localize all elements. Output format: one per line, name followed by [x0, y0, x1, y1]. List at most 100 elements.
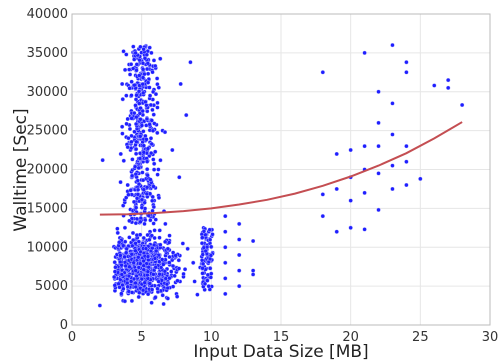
data-point — [129, 133, 134, 139]
x-tick-label: 25 — [412, 330, 429, 345]
data-point — [202, 281, 208, 286]
data-point — [143, 217, 148, 223]
data-point — [200, 252, 205, 257]
data-point — [138, 44, 143, 50]
y-tick-label: 15000 — [27, 201, 68, 216]
data-point — [178, 81, 183, 87]
y-axis-label: Walltime [Sec] — [11, 108, 31, 231]
data-point — [151, 272, 156, 277]
data-point — [141, 267, 146, 272]
data-point — [172, 273, 177, 278]
data-point — [162, 269, 168, 274]
data-point — [459, 102, 465, 108]
data-point — [143, 246, 149, 251]
data-point — [140, 108, 145, 114]
data-point — [185, 246, 190, 251]
data-point — [176, 266, 182, 271]
data-point — [115, 230, 120, 236]
data-point — [125, 284, 130, 289]
data-point — [207, 256, 213, 262]
data-point — [446, 77, 451, 83]
data-point — [404, 60, 409, 65]
data-point — [156, 279, 161, 284]
data-point — [160, 293, 165, 298]
data-point — [121, 158, 126, 163]
data-point — [120, 81, 125, 87]
data-point — [137, 101, 142, 106]
data-point — [129, 173, 135, 178]
data-point — [120, 97, 125, 102]
data-point — [145, 291, 151, 297]
data-point — [237, 237, 242, 242]
y-tick-label: 10000 — [27, 240, 68, 255]
data-point — [112, 283, 117, 288]
data-point — [141, 47, 146, 52]
data-point — [124, 250, 129, 255]
data-point — [135, 187, 141, 192]
data-point — [348, 198, 353, 203]
data-point — [176, 258, 181, 263]
data-point — [147, 281, 152, 286]
data-point — [191, 260, 196, 265]
data-point — [134, 273, 139, 279]
data-point — [156, 85, 161, 90]
data-point — [163, 221, 168, 227]
data-point — [131, 237, 136, 243]
data-point — [112, 274, 117, 280]
data-point — [118, 151, 123, 157]
data-point — [122, 67, 128, 73]
data-point — [390, 42, 395, 48]
data-point — [124, 195, 129, 200]
data-point — [124, 121, 129, 127]
data-point — [145, 167, 150, 172]
data-point — [153, 92, 159, 97]
y-tick-label: 25000 — [27, 124, 68, 139]
data-point — [140, 178, 146, 183]
data-point — [223, 260, 228, 265]
data-point — [156, 195, 162, 200]
data-point — [122, 225, 128, 230]
x-tick-label: 30 — [482, 330, 499, 345]
data-point — [151, 167, 157, 172]
data-point — [163, 276, 168, 281]
data-point — [205, 278, 210, 283]
data-point — [154, 76, 160, 81]
data-point — [113, 265, 118, 270]
y-tick-labels: 0 5000 10000 15000 20000 25000 30000 35000 40000 — [27, 7, 68, 333]
x-tick-label: 15 — [273, 330, 290, 345]
data-point — [223, 213, 228, 219]
data-point — [131, 199, 137, 205]
data-point — [404, 159, 409, 164]
data-point — [203, 248, 208, 254]
data-point — [150, 128, 156, 133]
data-point — [118, 253, 123, 258]
data-point — [334, 151, 339, 157]
data-point — [160, 257, 165, 262]
data-point — [153, 149, 158, 154]
data-point — [153, 265, 158, 270]
data-point — [152, 235, 157, 241]
data-point — [127, 218, 132, 223]
data-point — [208, 266, 213, 271]
data-point — [134, 93, 139, 98]
data-point — [432, 83, 437, 88]
data-point — [145, 71, 151, 76]
data-point — [144, 66, 150, 72]
data-point — [149, 50, 154, 56]
data-point — [119, 272, 124, 277]
data-point — [170, 263, 176, 269]
data-point — [200, 271, 205, 276]
data-point — [129, 93, 134, 98]
data-point — [138, 117, 143, 122]
data-point — [209, 271, 214, 276]
data-point — [158, 158, 163, 163]
data-point — [161, 301, 166, 307]
data-point — [152, 256, 158, 261]
y-tick-label: 20000 — [27, 163, 68, 178]
data-point — [170, 147, 175, 153]
data-point — [152, 161, 157, 166]
data-point — [175, 294, 180, 299]
data-point — [138, 261, 143, 266]
data-point — [362, 144, 367, 149]
data-point — [250, 238, 256, 244]
